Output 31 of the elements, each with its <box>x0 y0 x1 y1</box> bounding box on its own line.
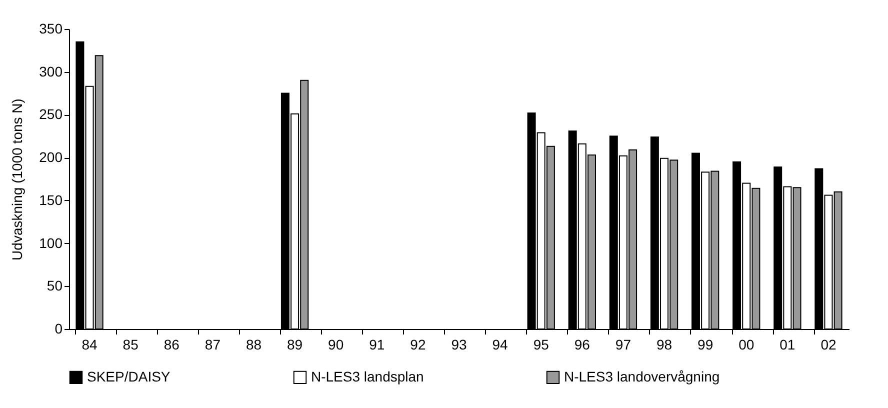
x-tick-label: 97 <box>615 336 632 352</box>
y-tick-label: 100 <box>39 234 63 251</box>
x-tick-label: 84 <box>82 336 98 352</box>
legend-label: SKEP/DAISY <box>87 368 171 384</box>
x-tick-label: 00 <box>738 336 754 352</box>
legend-label: N-LES3 landovervågning <box>564 368 720 384</box>
y-tick-label: 50 <box>46 278 63 294</box>
x-tick-label: 01 <box>780 336 796 352</box>
x-tick-label: 95 <box>533 336 550 352</box>
x-tick-label: 02 <box>820 336 836 352</box>
x-tick-label: 85 <box>122 336 139 352</box>
y-axis-title: Udvaskning (1000 tons N) <box>9 98 26 260</box>
y-tick-label: 250 <box>39 106 63 122</box>
y-tick-label: 150 <box>39 192 63 208</box>
x-tick-label: 88 <box>246 336 262 352</box>
x-tick-label: 93 <box>451 336 467 352</box>
x-tick-label: 99 <box>698 336 714 352</box>
y-tick-label: 0 <box>54 320 63 336</box>
x-tick-label: 90 <box>328 336 344 352</box>
x-tick-label: 98 <box>656 336 672 352</box>
x-tick-label: 89 <box>287 336 303 352</box>
y-tick-label: 200 <box>39 149 63 166</box>
x-tick-label: 96 <box>574 336 590 352</box>
y-tick-label: 350 <box>39 20 63 36</box>
y-tick-label: 300 <box>39 63 63 80</box>
x-tick-label: 94 <box>492 336 508 352</box>
x-tick-label: 86 <box>164 336 180 352</box>
x-tick-label: 92 <box>410 336 426 352</box>
x-tick-label: 91 <box>369 336 385 352</box>
legend-label: N-LES3 landsplan <box>311 368 424 384</box>
x-tick-label: 87 <box>204 336 221 352</box>
